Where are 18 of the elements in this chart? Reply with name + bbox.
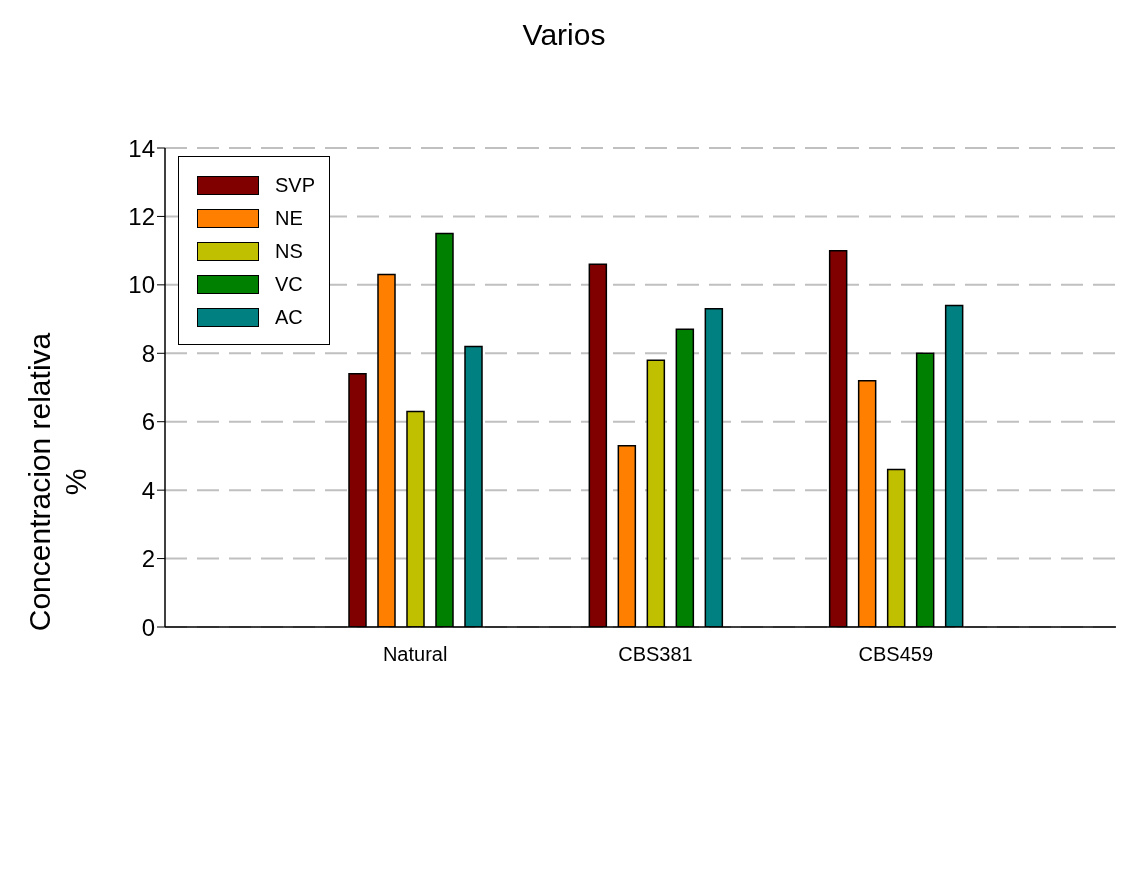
legend-label: NS	[275, 240, 303, 263]
y-tick-label: 10	[128, 271, 155, 299]
y-tick-label: 4	[141, 476, 155, 504]
y-tick-label: 2	[141, 545, 155, 573]
y-axis-title: Concentracion relativa %	[22, 332, 93, 632]
chart-title: Varios	[521, 18, 607, 52]
y-tick-label: 8	[141, 339, 155, 367]
legend-label: VC	[275, 273, 303, 296]
x-tick-label: CBS459	[858, 643, 934, 666]
y-tick-label: 12	[128, 202, 155, 230]
legend-label: AC	[275, 306, 303, 329]
x-tick-label: CBS381	[618, 643, 693, 666]
y-tick-label: 6	[141, 408, 155, 436]
legend-label: NE	[275, 207, 303, 230]
y-tick-label: 14	[128, 134, 155, 162]
y-tick-label: 0	[141, 613, 155, 641]
x-tick-label: Natural	[382, 643, 448, 666]
legend-label: SVP	[275, 174, 316, 197]
